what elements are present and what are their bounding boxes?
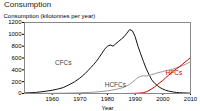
svg-text:800: 800 xyxy=(11,43,22,49)
svg-text:400: 400 xyxy=(11,67,22,73)
svg-text:1980: 1980 xyxy=(101,96,115,102)
svg-text:2000: 2000 xyxy=(156,96,170,102)
svg-text:600: 600 xyxy=(11,55,22,61)
svg-text:1000: 1000 xyxy=(8,31,22,37)
svg-text:1970: 1970 xyxy=(73,96,87,102)
svg-text:CFCs: CFCs xyxy=(55,59,72,66)
svg-text:HCFCs: HCFCs xyxy=(105,81,127,88)
svg-text:1200: 1200 xyxy=(8,19,22,25)
svg-text:HFCs: HFCs xyxy=(166,69,183,76)
svg-text:Year: Year xyxy=(101,105,113,111)
svg-text:1960: 1960 xyxy=(45,96,59,102)
svg-text:200: 200 xyxy=(11,79,22,85)
svg-text:2010: 2010 xyxy=(184,96,198,102)
svg-text:0: 0 xyxy=(18,90,22,96)
svg-text:Consumption (kilotonnes per ye: Consumption (kilotonnes per year) xyxy=(4,13,96,19)
svg-text:1990: 1990 xyxy=(128,96,142,102)
html-text:Consumption: Consumption xyxy=(4,0,52,9)
